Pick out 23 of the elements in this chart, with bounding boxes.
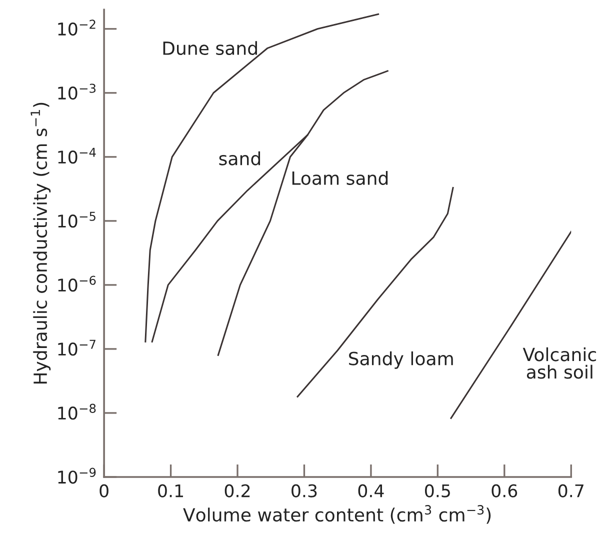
- series-label: Volcanic ash soil: [522, 347, 596, 379]
- series-label: Dune sand: [163, 41, 257, 56]
- y-tick-label: 10$^{−3}$: [58, 84, 96, 100]
- x-tick-label: 0.7: [558, 484, 584, 498]
- x-axis-title: Volume water content (cm$^{3}$ cm$^{−3}$): [183, 505, 491, 524]
- series-label: Sandy loam: [349, 351, 453, 369]
- series-label: Loam sand: [292, 170, 388, 185]
- y-tick-label: 10$^{−7}$: [58, 340, 96, 356]
- y-tick-label: 10$^{−8}$: [58, 404, 96, 420]
- x-tick-label: 0.2: [224, 484, 250, 498]
- y-tick-label: 10$^{−2}$: [58, 20, 96, 36]
- y-tick-label: 10$^{−5}$: [58, 212, 96, 228]
- y-tick-label: 10$^{−6}$: [58, 276, 96, 292]
- x-tick-label: 0.6: [492, 484, 518, 498]
- y-tick-label: 10$^{−9}$: [58, 468, 96, 484]
- x-tick-label: 0.1: [158, 484, 183, 498]
- x-tick-label: 0: [100, 484, 108, 498]
- series-label: sand: [219, 151, 260, 166]
- y-axis-title: Hydraulic conductivity (cm s$^{−1}$): [30, 102, 51, 384]
- y-tick-label: 10$^{−4}$: [58, 148, 96, 164]
- x-tick-label: 0.4: [358, 484, 384, 498]
- x-tick-label: 0.5: [425, 484, 450, 498]
- x-tick-label: 0.3: [292, 484, 317, 498]
